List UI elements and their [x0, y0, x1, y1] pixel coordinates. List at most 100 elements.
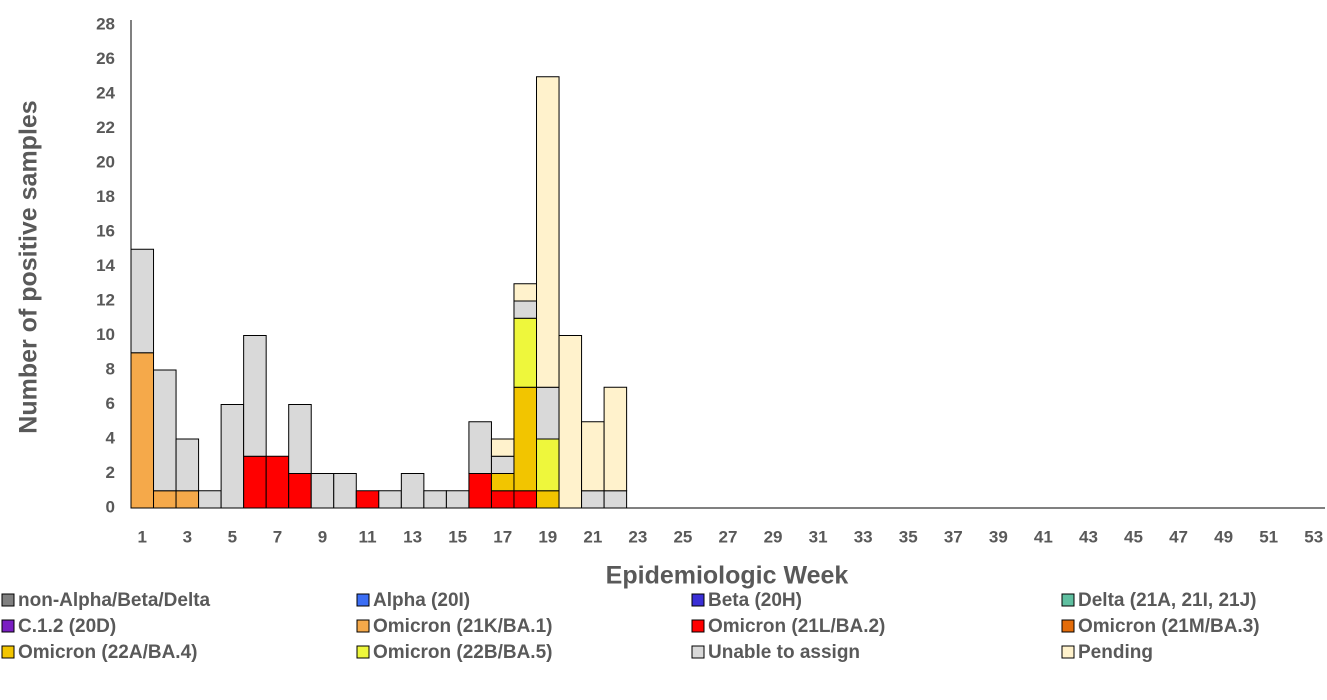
x-tick-label: 29 [764, 527, 783, 546]
bar-segment [513, 317, 538, 388]
x-tick-label: 31 [809, 527, 828, 546]
x-tick-label: 19 [538, 527, 557, 546]
x-tick-label: 37 [944, 527, 963, 546]
x-tick-label: 17 [493, 527, 512, 546]
x-tick-label: 43 [1079, 527, 1098, 546]
legend-swatch [356, 619, 370, 633]
bar-segment [468, 421, 492, 474]
bar-segment [220, 404, 245, 509]
legend-swatch [356, 645, 370, 659]
bar-segment [490, 490, 515, 509]
bar-segment [153, 490, 177, 509]
bar-segment [175, 438, 200, 492]
x-tick-label: 51 [1259, 527, 1278, 546]
x-tick-label: 49 [1214, 527, 1233, 546]
bar-segment [423, 490, 447, 509]
legend-label: Delta (21A, 21I, 21J) [1078, 590, 1256, 611]
y-tick-label: 28 [96, 14, 115, 33]
y-tick-label: 22 [96, 118, 115, 137]
bar-segment [445, 490, 470, 509]
x-tick-label: 15 [448, 527, 467, 546]
legend-label: Omicron (21K/BA.1) [373, 616, 552, 637]
x-tick-label: 53 [1304, 527, 1323, 546]
legend-label: Omicron (22A/BA.4) [18, 642, 197, 663]
bar-segment [130, 248, 155, 354]
x-tick-label: 35 [899, 527, 918, 546]
x-tick-label: 3 [183, 527, 192, 546]
y-tick-label: 26 [96, 49, 115, 68]
x-tick-label: 39 [989, 527, 1008, 546]
legend-label: Omicron (22B/BA.5) [373, 642, 552, 663]
legend-swatch [1061, 593, 1075, 607]
bar-segment [536, 438, 560, 492]
bar-segment [198, 490, 222, 509]
x-tick-label: 21 [583, 527, 602, 546]
legend-swatch [1061, 619, 1075, 633]
bar-segment [310, 473, 335, 509]
bar-segment [175, 490, 200, 509]
bar-segment [130, 352, 155, 509]
legend-label: Beta (20H) [708, 590, 802, 611]
x-tick-label: 11 [359, 527, 377, 546]
x-tick-label: 33 [854, 527, 873, 546]
bar-segment [490, 438, 515, 457]
legend-swatch [691, 619, 705, 633]
legend-label: Omicron (21M/BA.3) [1078, 616, 1260, 637]
bar-segment [490, 473, 515, 492]
legend-label: C.1.2 (20D) [18, 616, 116, 637]
y-tick-label: 18 [96, 187, 115, 206]
bar-segment [513, 490, 538, 509]
bar-segment [378, 490, 402, 509]
x-tick-label: 1 [138, 527, 147, 546]
bar-segment [581, 490, 605, 509]
legend-swatch [356, 593, 370, 607]
legend-swatch [1, 593, 15, 607]
legend-label: non-Alpha/Beta/Delta [18, 590, 211, 611]
x-tick-label: 45 [1124, 527, 1143, 546]
y-tick-label: 0 [106, 497, 115, 516]
x-tick-label: 47 [1169, 527, 1188, 546]
bar-segment [243, 335, 267, 457]
legend-swatch [1, 619, 15, 633]
x-tick-label: 23 [628, 527, 647, 546]
bar-segment [558, 335, 583, 509]
legend-label: Omicron (21L/BA.2) [708, 616, 885, 637]
bar-segment [513, 300, 538, 319]
y-tick-label: 6 [106, 394, 115, 413]
y-tick-label: 8 [106, 359, 115, 378]
bar-segment [490, 455, 515, 474]
legend-swatch [1061, 645, 1075, 659]
x-tick-label: 7 [273, 527, 282, 546]
x-tick-label: 5 [228, 527, 237, 546]
bar-segment [468, 473, 492, 509]
bar-segment [536, 386, 560, 440]
bar-segment [333, 473, 357, 509]
legend-swatch [1, 645, 15, 659]
legend-label: Pending [1078, 642, 1153, 663]
x-tick-label: 27 [719, 527, 738, 546]
bar-segment [603, 386, 628, 492]
y-tick-label: 10 [96, 325, 115, 344]
y-tick-label: 24 [96, 83, 115, 102]
legend-label: Alpha (20I) [373, 590, 470, 611]
bar-segment [265, 455, 290, 509]
legend-swatch [691, 593, 705, 607]
x-tick-label: 13 [403, 527, 422, 546]
x-tick-label: 41 [1034, 527, 1053, 546]
bar-segment [581, 421, 605, 492]
bar-segment [243, 455, 267, 509]
x-axis-title: Epidemiologic Week [606, 562, 849, 590]
bar-segment [536, 76, 560, 388]
legend-label: Unable to assign [708, 642, 860, 663]
bar-segment [288, 473, 312, 509]
bar-segment [513, 283, 538, 302]
bar-segment [288, 404, 312, 474]
y-axis-title: Number of positive samples [15, 100, 43, 433]
bar-segment [153, 369, 177, 492]
y-tick-label: 16 [96, 221, 115, 240]
x-tick-label: 9 [318, 527, 327, 546]
bar-segment [355, 490, 380, 509]
legend-swatch [691, 645, 705, 659]
bar-segment [603, 490, 628, 509]
